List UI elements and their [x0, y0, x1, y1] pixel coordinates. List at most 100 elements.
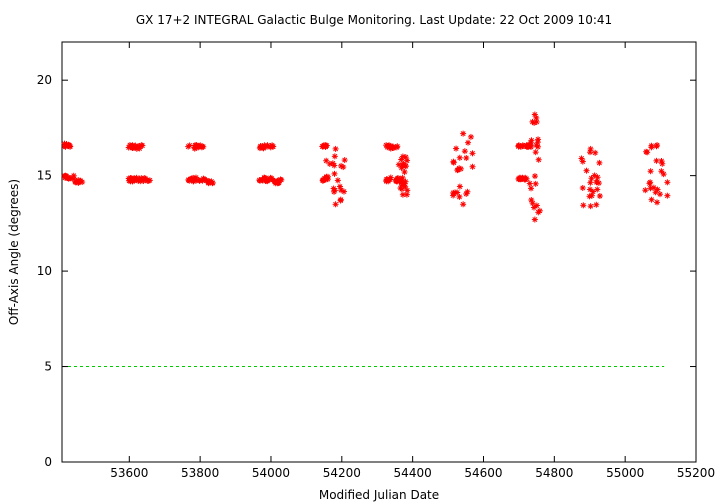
x-tick-label: 53600 — [110, 466, 148, 480]
data-point — [331, 170, 338, 177]
data-point — [658, 157, 665, 164]
data-point — [463, 190, 470, 197]
data-point — [593, 179, 600, 186]
data-point — [654, 199, 661, 206]
y-tick-label: 10 — [37, 264, 52, 278]
data-point — [130, 177, 137, 184]
x-tick-label: 55200 — [677, 466, 715, 480]
y-tick-label: 15 — [37, 169, 52, 183]
data-point — [456, 154, 463, 161]
data-point — [400, 180, 407, 187]
data-point — [456, 193, 463, 200]
data-point — [535, 156, 542, 163]
data-point — [529, 200, 536, 207]
data-point — [334, 177, 341, 184]
data-point — [463, 155, 470, 162]
data-point — [399, 153, 406, 160]
data-point — [596, 159, 603, 166]
data-point — [652, 189, 659, 196]
data-point — [454, 167, 461, 174]
data-point — [330, 185, 337, 192]
data-point — [323, 157, 330, 164]
data-point — [524, 143, 531, 150]
y-axis: 0 5 10 15 20 — [37, 73, 696, 469]
data-point — [526, 180, 533, 187]
data-point — [460, 130, 467, 137]
data-point — [588, 175, 595, 182]
data-point — [332, 145, 339, 152]
data-point — [465, 139, 472, 146]
data-point — [186, 142, 193, 149]
x-tick-label: 54200 — [323, 466, 361, 480]
data-point — [270, 143, 277, 150]
y-tick-label: 0 — [44, 455, 52, 469]
data-points — [61, 111, 671, 223]
data-point — [644, 149, 651, 156]
data-point — [532, 180, 539, 187]
data-point — [593, 201, 600, 208]
data-point — [264, 177, 271, 184]
data-point — [648, 196, 655, 203]
data-point — [461, 148, 468, 155]
data-point — [533, 118, 540, 125]
data-point — [587, 186, 594, 193]
data-point — [390, 144, 397, 151]
data-point — [337, 196, 344, 203]
data-point — [469, 163, 476, 170]
data-point — [592, 149, 599, 156]
data-point — [531, 111, 538, 118]
data-point — [200, 143, 207, 150]
data-point — [646, 180, 653, 187]
data-point — [578, 155, 585, 162]
data-point — [531, 173, 538, 180]
chart-title: GX 17+2 INTEGRAL Galactic Bulge Monitori… — [136, 13, 612, 27]
data-point — [134, 144, 141, 151]
y-tick-label: 20 — [37, 73, 52, 87]
data-point — [319, 143, 326, 150]
data-point — [516, 176, 523, 183]
data-point — [272, 180, 279, 187]
data-point — [456, 183, 463, 190]
data-point — [586, 193, 593, 200]
data-point — [192, 144, 199, 151]
data-point — [583, 167, 590, 174]
data-point — [404, 187, 411, 194]
data-point — [399, 174, 406, 181]
data-point — [587, 203, 594, 210]
data-point — [336, 183, 343, 190]
data-point — [264, 143, 271, 150]
data-point — [126, 142, 133, 149]
data-point — [323, 173, 330, 180]
data-point — [532, 149, 539, 156]
data-point — [535, 209, 542, 216]
data-point — [657, 191, 664, 198]
data-point — [332, 201, 339, 208]
data-point — [186, 177, 193, 184]
data-point — [331, 153, 338, 160]
data-point — [528, 185, 535, 192]
data-point — [460, 201, 467, 208]
data-point — [642, 187, 649, 194]
x-tick-label: 55000 — [606, 466, 644, 480]
data-point — [450, 158, 457, 165]
y-axis-label: Off-Axis Angle (degrees) — [7, 179, 21, 325]
x-tick-label: 54400 — [394, 466, 432, 480]
data-point — [579, 184, 586, 191]
data-point — [654, 186, 661, 193]
data-point — [534, 139, 541, 146]
data-point — [385, 177, 392, 184]
y-tick-label: 5 — [44, 360, 52, 374]
data-point — [516, 142, 523, 149]
data-point — [402, 163, 409, 170]
x-tick-label: 54600 — [464, 466, 502, 480]
data-point — [401, 169, 408, 176]
data-point — [190, 178, 197, 185]
data-point — [658, 168, 665, 175]
data-point — [257, 144, 264, 151]
data-point — [395, 161, 402, 168]
data-point — [653, 157, 660, 164]
data-point — [399, 191, 406, 198]
data-point — [277, 176, 284, 183]
x-tick-label: 53800 — [181, 466, 219, 480]
